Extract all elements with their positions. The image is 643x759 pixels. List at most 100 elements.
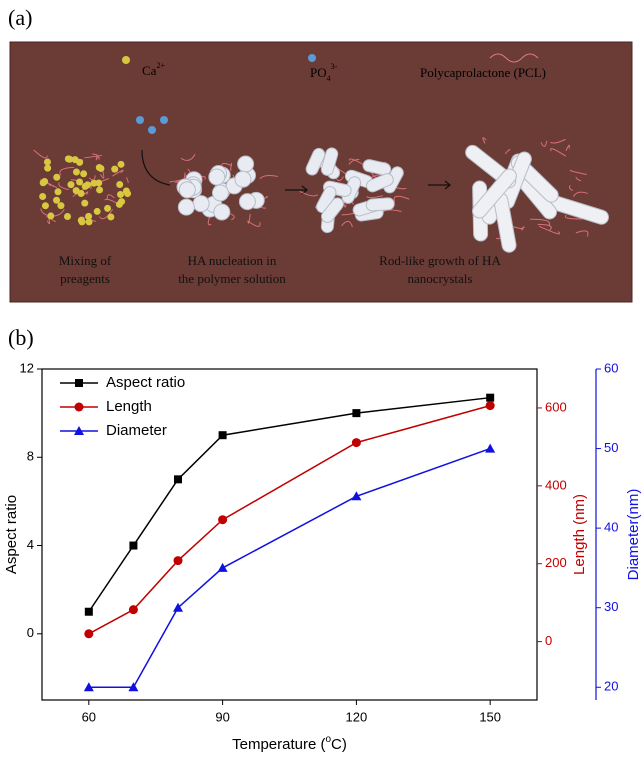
ca-ion (44, 165, 51, 172)
ca-ion (53, 174, 60, 181)
marker (218, 515, 227, 524)
marker (352, 409, 360, 417)
y2-axis-label: Length (nm) (571, 494, 588, 575)
y2-tick-label: 400 (545, 477, 567, 492)
ha-nucleus (238, 156, 254, 172)
y-tick-label: 4 (27, 537, 34, 552)
ca-ion (73, 169, 80, 176)
ca-ion (76, 179, 83, 186)
ca-ion (80, 170, 87, 177)
legend-pcl: Polycaprolactone (PCL) (420, 65, 546, 80)
ca-ion (81, 200, 88, 207)
ca-ion (94, 208, 101, 215)
marker (75, 403, 84, 412)
ha-rod (366, 197, 395, 211)
ca-ion (82, 183, 89, 190)
ca-ion (78, 190, 85, 197)
ca-ion (90, 180, 97, 187)
y3-tick-label: 40 (604, 520, 618, 535)
ca-ion (40, 179, 47, 186)
ca-ion (117, 191, 124, 198)
legend-label: Aspect ratio (106, 374, 185, 391)
x-label-text: Temperature ( (232, 736, 325, 753)
figure: (a) Ca2+ PO43- Polycaprolactone (PCL) (b… (0, 0, 643, 759)
ca-ion (79, 218, 86, 225)
y3-tick-label: 20 (604, 679, 618, 694)
page: {"panel_a": {"label": "(a)", "legend": {… (0, 0, 643, 759)
ca-ion (67, 181, 74, 188)
po-ion (148, 126, 156, 134)
ha-nucleus (235, 171, 251, 187)
ca-ion (44, 158, 51, 165)
marker (485, 444, 495, 453)
x-axis-label: Temperature (oC) (232, 734, 347, 753)
ca-icon (122, 56, 130, 64)
step-label: Mixing of (59, 253, 112, 268)
marker (486, 401, 495, 410)
legend-label: Length (106, 398, 152, 415)
ca-ion (111, 166, 118, 173)
y-axis-label: Aspect ratio (3, 495, 20, 574)
y-tick-label: 12 (20, 360, 34, 375)
ca-ion (42, 202, 49, 209)
ha-nucleus (214, 204, 230, 220)
ca-ion (64, 213, 71, 220)
ca-ion (123, 187, 130, 194)
x-tick-label: 60 (82, 709, 96, 724)
marker (84, 629, 93, 638)
y2-tick-label: 600 (545, 399, 567, 414)
y-tick-label: 8 (27, 449, 34, 464)
panel-label: (b) (8, 325, 34, 350)
marker (174, 475, 182, 483)
marker (174, 556, 183, 565)
x-tick-label: 90 (215, 709, 229, 724)
series-line (89, 449, 490, 688)
y3-tick-label: 50 (604, 440, 618, 455)
marker (85, 608, 93, 616)
ca-ion (104, 205, 111, 212)
panel-label: (a) (8, 5, 32, 30)
ha-nucleus (178, 199, 194, 215)
ca-ion (96, 186, 103, 193)
ha-nucleus (179, 182, 195, 198)
po-ion (136, 116, 144, 124)
y2-tick-label: 200 (545, 555, 567, 570)
ha-nucleus (209, 169, 225, 185)
ca-ion (39, 193, 46, 200)
marker (75, 379, 83, 387)
ca-ion (97, 165, 104, 172)
y3-tick-label: 60 (604, 360, 618, 375)
marker (219, 431, 227, 439)
po-ion (160, 116, 168, 124)
x-tick-label: 120 (346, 709, 368, 724)
ha-nucleus (239, 194, 255, 210)
ca-ion (107, 213, 114, 220)
ca-ion (57, 202, 64, 209)
step-label: HA nucleation in (188, 253, 277, 268)
x-label-tail: C) (331, 736, 347, 753)
y-tick-label: 0 (27, 625, 34, 640)
ca-ion (118, 161, 125, 168)
marker (129, 605, 138, 614)
ca-ion (55, 188, 62, 195)
ca-ion (47, 212, 54, 219)
step-label: nanocrystals (408, 271, 473, 286)
po-icon (308, 54, 316, 62)
ha-nucleus (212, 185, 228, 201)
ca-ion (86, 218, 93, 225)
series-line (89, 406, 490, 634)
x-tick-label: 150 (479, 709, 501, 724)
y3-tick-label: 30 (604, 599, 618, 614)
step-label: Rod-like growth of HA (379, 253, 501, 268)
ca-ion (116, 201, 123, 208)
marker (218, 563, 228, 572)
plot-frame (42, 369, 537, 700)
marker (129, 542, 137, 550)
ca-ion (116, 181, 123, 188)
marker (486, 394, 494, 402)
step-label: preagents (60, 271, 110, 286)
legend-label: Diameter (106, 422, 167, 439)
y3-axis-label: Diameter(nm) (625, 489, 642, 581)
y2-tick-label: 0 (545, 633, 552, 648)
marker (352, 438, 361, 447)
